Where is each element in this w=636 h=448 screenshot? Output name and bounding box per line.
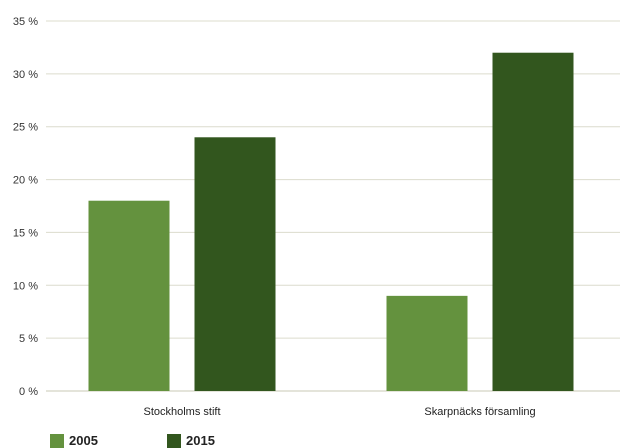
bar-2005-1 [386, 295, 468, 391]
y-tick-label: 10 % [13, 280, 38, 292]
y-tick-label: 5 % [19, 333, 38, 345]
legend: 2005 2015 [50, 434, 284, 448]
y-tick-label: 25 % [13, 122, 38, 134]
bar-2015-0 [194, 137, 276, 391]
bar-2015-1 [492, 52, 574, 391]
y-tick-label: 35 % [13, 16, 38, 28]
legend-swatch-2005 [50, 434, 64, 448]
y-tick-label: 0 % [19, 386, 38, 398]
legend-swatch-2015 [167, 434, 181, 448]
bar-2005-0 [88, 200, 170, 391]
legend-item-2005: 2005 [50, 434, 167, 448]
y-tick-label: 20 % [13, 175, 38, 187]
legend-label-2015: 2015 [186, 433, 215, 448]
bars [88, 52, 574, 391]
x-category-label: Stockholms stift [143, 406, 220, 418]
legend-item-2015: 2015 [167, 434, 284, 448]
y-axis-ticks: 0 % 5 % 10 % 15 % 20 % 25 % 30 % 35 % [13, 16, 38, 398]
x-axis-labels: Stockholms stift Skarpnäcks församling [143, 406, 535, 418]
x-category-label: Skarpnäcks församling [424, 406, 535, 418]
legend-label-2005: 2005 [69, 433, 98, 448]
y-tick-label: 30 % [13, 69, 38, 81]
y-tick-label: 15 % [13, 227, 38, 239]
